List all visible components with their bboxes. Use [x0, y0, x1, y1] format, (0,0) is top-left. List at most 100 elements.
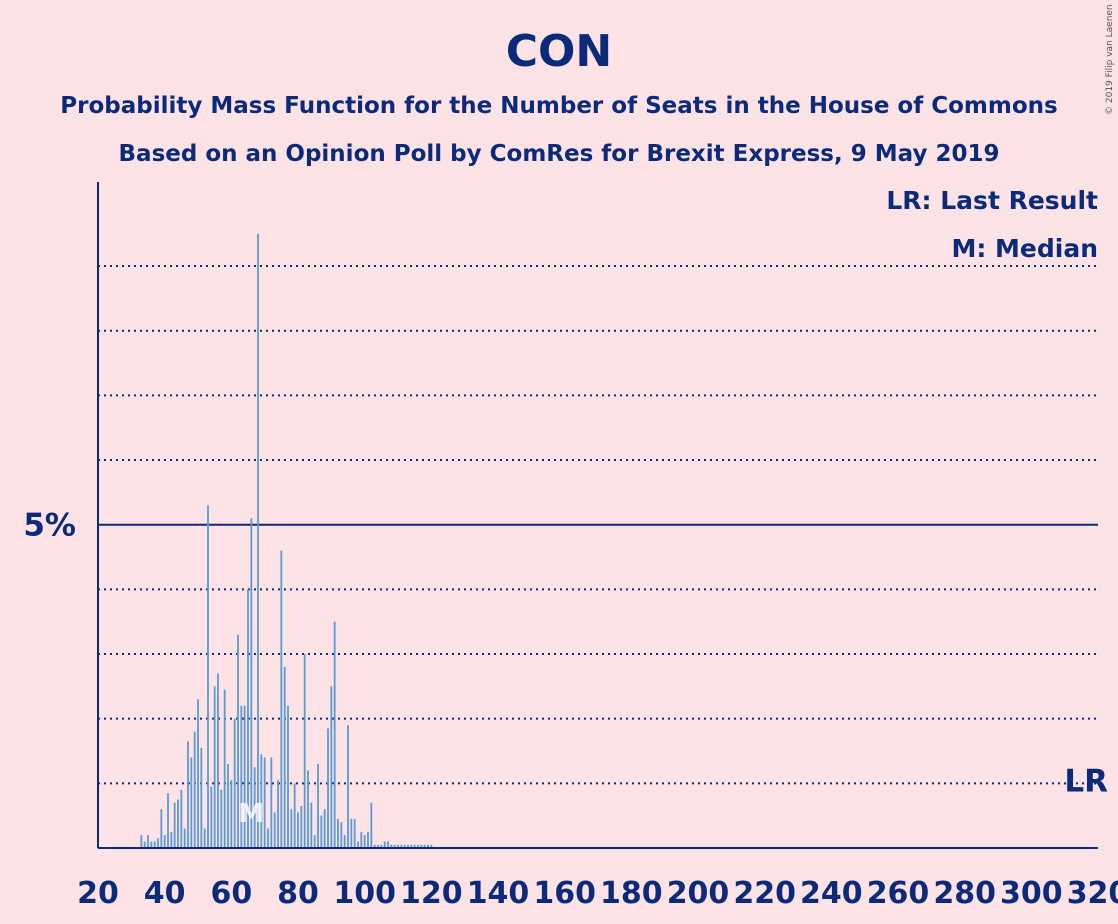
bar: [277, 780, 279, 848]
bar: [210, 786, 213, 848]
bar: [370, 802, 373, 848]
bar: [397, 844, 399, 848]
bar: [187, 741, 189, 848]
bar: [150, 841, 153, 848]
bar: [247, 589, 249, 848]
bar: [383, 841, 386, 848]
bar: [307, 770, 309, 848]
bars: [140, 233, 433, 848]
bar: [280, 550, 283, 848]
bar: [420, 844, 423, 848]
bar: [427, 844, 429, 848]
bar: [393, 844, 396, 848]
bar: [330, 686, 333, 848]
bar: [157, 838, 159, 848]
bar: [430, 844, 433, 848]
bar: [313, 835, 316, 848]
bar: [263, 757, 266, 848]
bar: [327, 728, 329, 848]
x-tick-label: 160: [533, 876, 596, 911]
bar: [413, 844, 416, 848]
bar: [283, 666, 286, 848]
gridlines: [98, 265, 1098, 785]
bar: [353, 818, 356, 848]
legend-median: M: Median: [951, 234, 1098, 263]
bar: [287, 705, 289, 848]
x-tick-label: 260: [867, 876, 930, 911]
bar: [260, 754, 263, 848]
bar: [347, 725, 349, 848]
copyright-text: © 2019 Filip van Laenen: [1105, 4, 1115, 115]
chart-subtitle-1: Probability Mass Function for the Number…: [60, 93, 1057, 119]
bar: [323, 809, 326, 848]
bar: [270, 757, 273, 848]
bar: [237, 634, 239, 848]
x-tick-label: 120: [400, 876, 463, 911]
bar: [190, 757, 193, 848]
bar: [257, 233, 259, 848]
bar: [220, 789, 223, 848]
x-tick-label: 60: [210, 876, 252, 911]
bar: [423, 844, 426, 848]
bar: [203, 828, 206, 848]
bar: [240, 705, 243, 848]
bar: [410, 844, 413, 848]
bar: [363, 835, 366, 848]
bar: [343, 835, 346, 848]
bar: [217, 673, 219, 848]
bar: [140, 835, 143, 848]
bar: [360, 831, 363, 848]
bar: [183, 828, 186, 848]
bar: [290, 809, 293, 848]
bar: [403, 844, 406, 848]
bar: [300, 805, 303, 848]
x-tick-label: 280: [933, 876, 996, 911]
bar: [193, 731, 196, 848]
bar: [310, 802, 313, 848]
x-tick-label: 40: [144, 876, 186, 911]
x-tick-label: 240: [800, 876, 863, 911]
bar: [173, 802, 176, 848]
bar: [293, 783, 296, 848]
bar: [200, 747, 203, 848]
bar: [303, 654, 306, 848]
bar: [387, 841, 389, 848]
bar: [153, 841, 156, 848]
bar: [227, 763, 229, 848]
bar: [340, 822, 343, 848]
x-tick-label: 300: [1000, 876, 1063, 911]
bar: [400, 844, 403, 848]
bar: [143, 841, 146, 848]
bar: [380, 844, 383, 848]
bar: [297, 812, 299, 848]
bar: [147, 835, 149, 848]
bar: [163, 835, 166, 848]
x-tick-label: 140: [467, 876, 530, 911]
median-marker: M: [238, 799, 264, 829]
bar: [390, 844, 393, 848]
chart-title: CON: [506, 26, 613, 77]
chart-subtitle-2: Based on an Opinion Poll by ComRes for B…: [119, 141, 1000, 167]
x-tick-labels: 20 40 60 80 100 120 140 160 180 200 220 240 260 280 30…: [77, 876, 1118, 911]
bar: [177, 799, 179, 848]
bar: [357, 841, 359, 848]
bar: [167, 793, 169, 848]
bar: [333, 621, 336, 848]
x-tick-label: 220: [733, 876, 796, 911]
bar: [180, 789, 183, 848]
bar: [243, 705, 246, 848]
bar: [337, 818, 339, 848]
last-result-label: LR: [1064, 763, 1108, 799]
bar: [213, 686, 216, 848]
bar: [273, 812, 276, 848]
x-tick-label: 180: [600, 876, 663, 911]
bar: [207, 505, 209, 848]
x-tick-label: 20: [77, 876, 119, 911]
bar: [160, 809, 163, 848]
bar: [320, 815, 323, 848]
bar: [253, 767, 256, 848]
bar: [197, 699, 199, 848]
bar: [407, 844, 409, 848]
bar: [417, 844, 419, 848]
